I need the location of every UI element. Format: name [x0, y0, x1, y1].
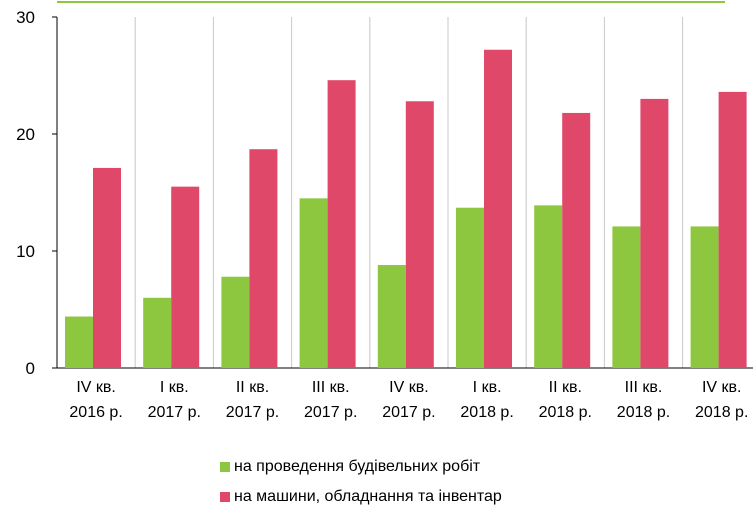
bar-machinery [405, 101, 434, 369]
y-tick-label: 20 [16, 125, 35, 144]
category-label: I кв. 2017 р. [148, 379, 201, 421]
bar-construction [299, 198, 328, 368]
category-label: III кв. 2017 р. [304, 379, 357, 421]
category-label: IV кв. 2017 р. [382, 379, 435, 421]
bar-construction [456, 207, 484, 368]
bar-machinery [562, 112, 591, 368]
category-label: I кв. 2018 р. [460, 379, 513, 421]
bar-construction [143, 297, 172, 368]
bar-construction [221, 276, 250, 368]
legend-item-construction: на проведення будівельних робіт [220, 452, 480, 482]
y-tick-labels: 0 10 20 30 [16, 8, 57, 378]
bar-construction [65, 316, 93, 368]
category-label: II кв. 2018 р. [539, 379, 592, 421]
legend-item-machinery: на машини, обладнання та інвентар [220, 482, 502, 512]
bar-construction [377, 265, 406, 368]
y-tick-label: 0 [26, 359, 35, 378]
bar-machinery [171, 186, 200, 368]
category-label: II кв. 2017 р. [226, 379, 279, 421]
category-label: IV кв. 2018 р. [695, 379, 748, 421]
y-tick-label: 10 [16, 242, 35, 261]
bar-machinery [718, 91, 747, 368]
bar-machinery [327, 80, 356, 369]
bar-construction [612, 226, 641, 368]
bars [65, 49, 747, 369]
bar-construction [690, 226, 719, 368]
legend-swatch-green [220, 462, 230, 472]
category-label: III кв. 2018 р. [617, 379, 670, 421]
y-tick-label: 30 [16, 8, 35, 27]
legend-label-construction: на проведення будівельних робіт [234, 458, 481, 475]
grid-lines [134, 17, 684, 368]
bar-machinery [640, 98, 669, 369]
bar-construction [534, 205, 563, 368]
legend-label-machinery: на машини, обладнання та інвентар [234, 488, 502, 505]
legend-swatch-red [220, 492, 230, 502]
bar-machinery [249, 149, 278, 368]
category-label: IV кв. 2016 р. [69, 379, 122, 421]
bar-machinery [484, 49, 512, 368]
category-labels: IV кв. 2016 р. I кв. 2017 р. II кв. 2017 р. II… [69, 379, 748, 421]
bar-machinery [93, 167, 121, 368]
